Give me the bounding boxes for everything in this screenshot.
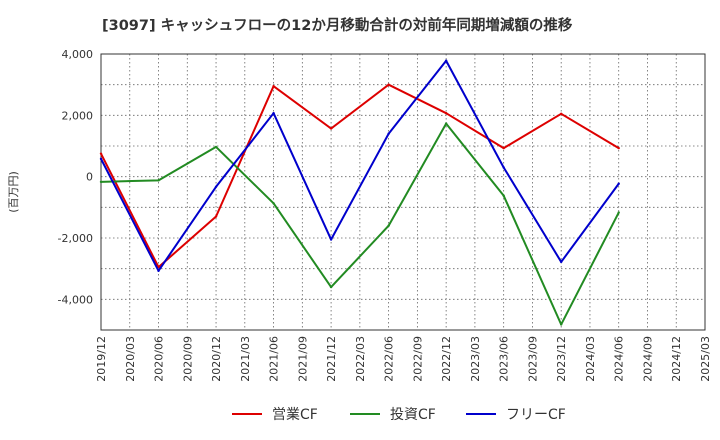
- x-tick-label: 2020/06: [153, 336, 166, 382]
- series-line: [100, 122, 620, 326]
- x-tick-label: 2023/06: [498, 336, 511, 382]
- data-point: [329, 127, 333, 130]
- data-point: [157, 269, 160, 273]
- data-point: [272, 111, 275, 115]
- y-tick-label: -4,000: [58, 293, 93, 306]
- x-tick-label: 2021/12: [325, 336, 338, 382]
- y-tick-label: 0: [86, 171, 93, 184]
- chart-title: [3097] キャッシュフローの12か月移動合計の対前年同期増減額の推移: [102, 16, 573, 34]
- x-tick-label: 2021/03: [239, 336, 252, 382]
- data-point: [502, 166, 505, 169]
- legend-label: 投資CF: [390, 407, 436, 423]
- x-tick-label: 2020/12: [210, 336, 223, 382]
- data-point: [444, 59, 448, 62]
- data-point: [502, 194, 505, 197]
- data-point: [272, 202, 275, 205]
- data-point: [214, 145, 218, 149]
- x-tick-label: 2020/03: [124, 336, 137, 382]
- data-point: [214, 185, 218, 188]
- x-tick-label: 2022/12: [440, 336, 453, 382]
- x-tick-label: 2022/03: [354, 336, 367, 382]
- x-tick-label: 2023/03: [469, 336, 482, 382]
- series-lines: [99, 59, 620, 326]
- data-point: [617, 146, 620, 150]
- data-point: [559, 323, 563, 326]
- y-axis-label: (百万円): [7, 171, 20, 213]
- grid: [101, 54, 705, 330]
- y-tick-label: 2,000: [62, 109, 94, 122]
- data-point: [329, 238, 333, 241]
- data-point: [502, 146, 505, 150]
- x-tick-label: 2022/09: [411, 336, 424, 382]
- x-tick-labels: 2019/12 2020/03 2020/06 2020/09 2020/12 2021/…: [95, 336, 712, 382]
- x-tick-label: 2024/09: [641, 336, 654, 382]
- y-tick-labels: 4,000 2,000 0 -2,000 -4,000: [58, 48, 93, 306]
- data-point: [272, 85, 275, 88]
- y-tick-label: -2,000: [58, 232, 93, 245]
- data-point: [99, 157, 103, 161]
- x-tick-label: 2024/12: [670, 336, 683, 382]
- data-point: [559, 260, 563, 264]
- data-point: [329, 285, 333, 289]
- x-tick-label: 2023/12: [555, 336, 568, 382]
- data-point: [444, 122, 448, 125]
- x-tick-label: 2020/09: [181, 336, 194, 382]
- x-tick-label: 2022/06: [383, 336, 396, 382]
- data-point: [387, 83, 390, 86]
- series-line: [100, 59, 620, 272]
- data-point: [444, 111, 448, 115]
- data-point: [99, 180, 103, 184]
- x-tick-label: 2024/06: [613, 336, 626, 382]
- data-point: [214, 215, 218, 218]
- x-tick-label: 2024/03: [584, 336, 597, 382]
- legend: 営業CF 投資CF フリーCF: [232, 407, 566, 423]
- data-point: [559, 112, 563, 116]
- y-tick-label: 4,000: [62, 48, 94, 61]
- series-line: [100, 83, 620, 269]
- legend-label: 営業CF: [272, 407, 318, 423]
- data-point: [157, 179, 160, 182]
- x-tick-label: 2021/09: [296, 336, 309, 382]
- data-point: [387, 132, 390, 135]
- legend-label: フリーCF: [506, 407, 566, 423]
- data-point: [387, 224, 390, 227]
- x-tick-label: 2021/06: [268, 336, 281, 382]
- x-tick-label: 2019/12: [95, 336, 108, 382]
- plot-frame: [100, 53, 706, 331]
- data-point: [617, 182, 620, 185]
- data-point: [99, 152, 103, 155]
- x-tick-label: 2023/09: [526, 336, 539, 382]
- x-tick-label: 2025/03: [699, 336, 712, 382]
- data-point: [617, 211, 620, 214]
